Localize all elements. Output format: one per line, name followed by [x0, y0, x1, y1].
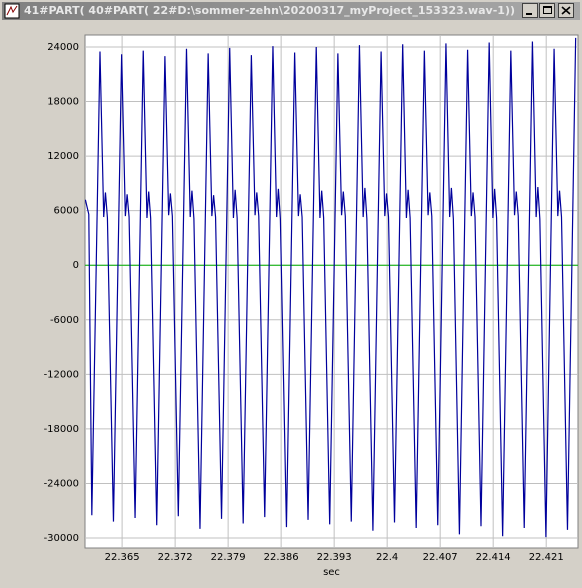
x-axis-label: sec	[323, 567, 340, 578]
minimize-button[interactable]	[522, 3, 538, 18]
window-buttons[interactable]	[522, 3, 578, 19]
x-tick-label: 22.4	[376, 552, 398, 563]
y-tick-label: -24000	[44, 478, 79, 489]
window-title: 41#PART( 40#PART( 22#D:\sommer-zehn\2020…	[24, 4, 515, 17]
maximize-button[interactable]	[539, 3, 555, 18]
x-tick-label: 22.379	[211, 552, 246, 563]
waveform-line	[85, 37, 577, 538]
y-tick-label: -6000	[50, 315, 79, 326]
app-icon	[4, 3, 20, 19]
y-tick-label: -12000	[44, 369, 79, 380]
title-bar: 41#PART( 40#PART( 22#D:\sommer-zehn\2020…	[2, 2, 580, 20]
x-tick-label: 22.407	[423, 552, 458, 563]
x-tick-label: 22.386	[264, 552, 299, 563]
x-tick-label: 22.365	[105, 552, 140, 563]
y-tick-label: 0	[73, 260, 79, 271]
plot-area	[84, 34, 579, 549]
chart: -30000 -24000 -18000 -12000 -6000 0 6000 12000 1…	[44, 34, 579, 578]
x-tick-label: 22.372	[158, 552, 193, 563]
close-button[interactable]	[558, 3, 574, 18]
y-tick-label: 24000	[47, 42, 79, 53]
x-tick-label: 22.414	[476, 552, 511, 563]
y-tick-label: 12000	[47, 151, 79, 162]
x-tick-label: 22.393	[317, 552, 352, 563]
y-tick-label: 6000	[54, 206, 79, 217]
y-tick-label: -30000	[44, 533, 79, 544]
y-tick-label: -18000	[44, 424, 79, 435]
y-tick-label: 18000	[47, 97, 79, 108]
x-tick-label: 22.421	[529, 552, 564, 563]
